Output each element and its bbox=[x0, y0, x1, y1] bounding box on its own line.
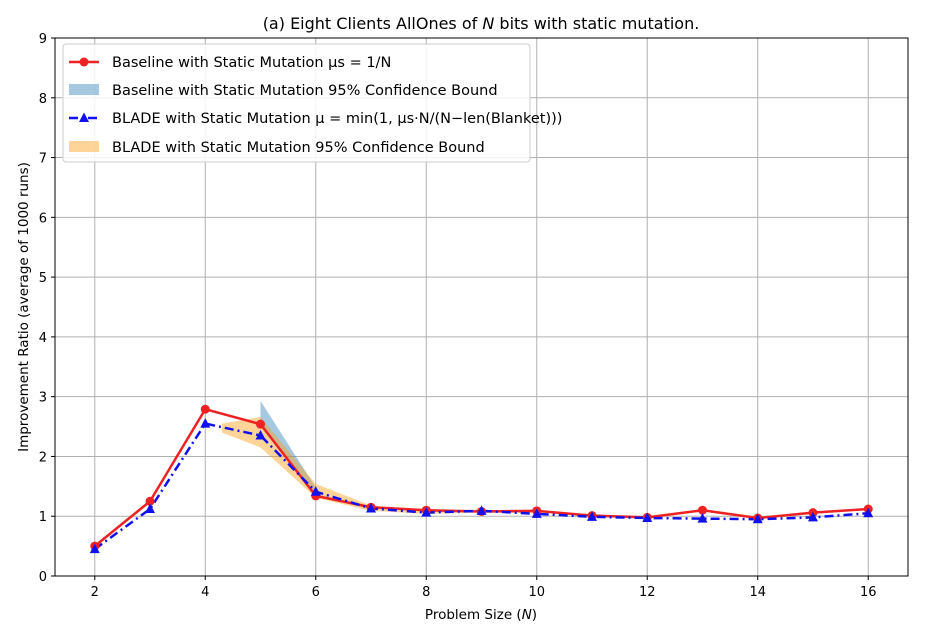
legend-entry: Baseline with Static Mutation 95% Confid… bbox=[69, 83, 498, 99]
legend-entry: BLADE with Static Mutation 95% Confidenc… bbox=[69, 140, 485, 156]
data-point bbox=[200, 404, 210, 414]
y-tick-label: 4 bbox=[39, 331, 47, 346]
data-point bbox=[586, 511, 597, 521]
x-tick-label: 10 bbox=[528, 585, 545, 600]
data-point bbox=[200, 418, 211, 428]
plot-frame bbox=[54, 37, 909, 577]
data-point bbox=[421, 507, 432, 517]
series-line bbox=[93, 407, 869, 548]
legend-label: BLADE with Static Mutation 95% Confidenc… bbox=[112, 140, 485, 156]
x-tick-label: 4 bbox=[201, 585, 209, 600]
y-tick-label: 8 bbox=[39, 92, 47, 107]
legend-label: BLADE with Static Mutation μ = min(1, μs… bbox=[112, 111, 562, 127]
x-tick-label: 2 bbox=[91, 585, 99, 600]
y-tick-label: 0 bbox=[39, 570, 47, 585]
legend-entry: Baseline with Static Mutation μs = 1/N bbox=[69, 55, 391, 71]
x-axis-ticks: 2 4 6 8 10 12 14 16 bbox=[91, 576, 877, 600]
data-point bbox=[697, 505, 707, 515]
data-point bbox=[697, 513, 708, 523]
y-tick-label: 1 bbox=[39, 510, 47, 525]
y-axis-ticks: 0 1 2 3 4 5 6 7 8 9 bbox=[39, 32, 55, 585]
confidence-bands bbox=[221, 400, 537, 514]
series-lines bbox=[93, 407, 869, 551]
legend-swatch bbox=[69, 84, 99, 95]
legend-label: Baseline with Static Mutation μs = 1/N bbox=[112, 55, 391, 71]
y-tick-label: 3 bbox=[39, 391, 47, 406]
data-point bbox=[256, 419, 266, 429]
series-line bbox=[94, 422, 869, 551]
x-tick-label: 6 bbox=[312, 585, 320, 600]
x-tick-label: 14 bbox=[749, 585, 766, 600]
x-tick-label: 8 bbox=[422, 585, 430, 600]
x-tick-label: 12 bbox=[639, 585, 656, 600]
data-point bbox=[863, 507, 874, 518]
data-point bbox=[366, 502, 377, 513]
series-markers bbox=[89, 404, 874, 554]
data-point bbox=[310, 486, 321, 496]
data-point bbox=[531, 508, 542, 518]
legend-label: Baseline with Static Mutation 95% Confid… bbox=[112, 83, 498, 99]
y-axis-label: Improvement Ratio (average of 1000 runs) bbox=[16, 162, 32, 452]
legend-swatch bbox=[69, 141, 99, 152]
y-tick-label: 2 bbox=[39, 450, 47, 465]
legend-marker bbox=[79, 57, 89, 67]
data-point bbox=[476, 505, 487, 515]
legend: Baseline with Static Mutation μs = 1/N Ba… bbox=[62, 43, 562, 163]
chart-title: (a) Eight Clients AllOnes of N bits with… bbox=[263, 14, 700, 33]
y-tick-label: 9 bbox=[39, 32, 47, 47]
data-point bbox=[807, 511, 818, 522]
y-tick-label: 7 bbox=[39, 152, 47, 167]
y-tick-label: 5 bbox=[39, 271, 47, 286]
data-point bbox=[642, 512, 653, 523]
data-point bbox=[752, 513, 763, 524]
data-point bbox=[89, 543, 100, 554]
confidence-band bbox=[260, 400, 316, 498]
legend-entry: BLADE with Static Mutation μ = min(1, μs… bbox=[69, 111, 562, 127]
data-point bbox=[145, 503, 156, 514]
data-point bbox=[255, 430, 266, 440]
y-tick-label: 6 bbox=[39, 211, 47, 226]
x-axis-label: Problem Size (N) bbox=[425, 607, 537, 623]
confidence-band bbox=[221, 416, 537, 514]
x-tick-label: 16 bbox=[860, 585, 877, 600]
legend-box bbox=[62, 43, 531, 163]
legend-marker bbox=[79, 112, 89, 122]
data-point bbox=[145, 496, 155, 506]
